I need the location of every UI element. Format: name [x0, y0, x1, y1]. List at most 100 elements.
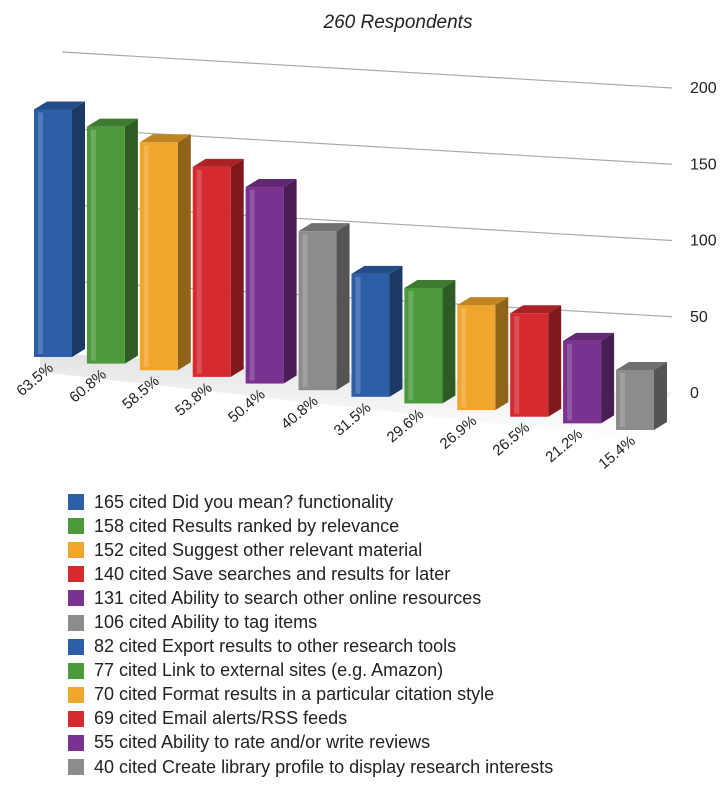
bar-front — [245, 187, 284, 384]
y-tick-label-0: 0 — [690, 385, 699, 402]
bar-side — [336, 223, 350, 391]
bar-top — [139, 134, 191, 143]
legend-swatch — [68, 614, 84, 631]
legend-swatch — [68, 662, 84, 679]
bar-side — [283, 179, 297, 384]
bar-front — [404, 287, 443, 404]
bar-front — [510, 313, 549, 417]
bar-side — [230, 158, 244, 377]
bar-side — [548, 305, 562, 417]
y-tick-label-200: 200 — [690, 80, 717, 97]
legend: 165 cited Did you mean? functionality 158… — [68, 490, 553, 779]
legend-label: 77 cited Link to external sites (e.g. Am… — [94, 660, 444, 681]
legend-item: 82 cited Export results to other researc… — [68, 635, 553, 659]
y-tick-label-100: 100 — [690, 233, 717, 250]
legend-item: 69 cited Email alerts/RSS feeds — [68, 707, 553, 731]
bar-side — [124, 118, 138, 364]
legend-item: 40 cited Create library profile to displ… — [68, 755, 553, 779]
gridline-200 — [61, 51, 673, 89]
bar-front — [457, 305, 496, 411]
bar-top — [457, 297, 509, 306]
percent-label-11: 21.2% — [542, 426, 586, 466]
legend-item: 152 cited Suggest other relevant materia… — [68, 538, 553, 562]
bar-8 — [404, 279, 456, 404]
gridline-150 — [61, 127, 673, 165]
y-tick-label-50: 50 — [690, 309, 708, 326]
legend-label: 69 cited Email alerts/RSS feeds — [94, 708, 348, 729]
bar-side — [495, 297, 509, 411]
legend-label: 152 cited Suggest other relevant materia… — [94, 539, 423, 560]
bar-top — [404, 279, 456, 288]
bar-side — [72, 101, 85, 357]
legend-label: 158 cited Results ranked by relevance — [94, 515, 400, 536]
bar-12 — [616, 362, 667, 430]
bar-9 — [457, 297, 509, 411]
y-tick-label-150: 150 — [690, 156, 717, 173]
bar-side — [389, 265, 403, 397]
bar-highlight — [90, 129, 96, 361]
legend-label: 140 cited Save searches and results for … — [94, 563, 451, 584]
bar-2 — [86, 118, 138, 364]
bar-side — [601, 332, 615, 424]
percent-label-1: 63.5% — [13, 359, 57, 399]
bar-5 — [245, 179, 297, 384]
bar-top — [245, 179, 297, 188]
legend-item: 55 cited Ability to rate and/or write re… — [68, 731, 553, 755]
bar-highlight — [302, 234, 308, 388]
bar-front — [34, 109, 72, 357]
y-axis-ticks: 0 50 100 150 200 — [690, 80, 717, 402]
bar-top — [616, 362, 667, 370]
percent-label-12: 15.4% — [595, 432, 639, 472]
legend-swatch — [68, 518, 84, 535]
legend-swatch — [68, 638, 84, 655]
bar-11 — [563, 332, 615, 424]
bar-side — [654, 362, 667, 430]
bar-highlight — [514, 316, 520, 414]
legend-label: 131 cited Ability to search other online… — [94, 587, 482, 608]
bar-front — [616, 370, 654, 430]
bar-front — [86, 126, 125, 364]
bar-highlight — [461, 308, 467, 408]
bar-top — [192, 158, 244, 167]
legend-swatch — [68, 710, 84, 727]
bar-top — [563, 332, 615, 341]
legend-item: 165 cited Did you mean? functionality — [68, 490, 553, 514]
bar-highlight — [355, 276, 361, 394]
bar-top — [510, 305, 562, 314]
legend-swatch — [68, 566, 84, 583]
bar-highlight — [620, 373, 625, 427]
legend-label: 82 cited Export results to other researc… — [94, 636, 457, 657]
legend-item: 140 cited Save searches and results for … — [68, 562, 553, 586]
legend-label: 70 cited Format results in a particular … — [94, 684, 495, 705]
bar-highlight — [38, 112, 43, 354]
bar-top — [351, 265, 403, 274]
legend-label: 165 cited Did you mean? functionality — [94, 491, 394, 512]
bar-4 — [192, 158, 244, 377]
bar-front — [351, 273, 390, 397]
bar-side — [177, 134, 191, 371]
legend-swatch — [68, 590, 84, 607]
bar-6 — [298, 223, 350, 391]
bar-front — [192, 166, 231, 377]
bar-highlight — [196, 169, 202, 374]
legend-item: 106 cited Ability to tag items — [68, 610, 553, 634]
legend-swatch — [68, 542, 84, 559]
bar-highlight — [143, 145, 149, 368]
bar-7 — [351, 265, 403, 397]
bar-1 — [34, 101, 85, 357]
legend-label: 55 cited Ability to rate and/or write re… — [94, 732, 431, 753]
legend-item: 70 cited Format results in a particular … — [68, 683, 553, 707]
bar-top — [298, 223, 350, 232]
legend-swatch — [68, 686, 84, 703]
legend-item: 77 cited Link to external sites (e.g. Am… — [68, 659, 553, 683]
bar-10 — [510, 305, 562, 417]
bars — [34, 101, 667, 430]
bar-highlight — [408, 290, 414, 401]
bar-front — [563, 340, 602, 424]
legend-item: 158 cited Results ranked by relevance — [68, 514, 553, 538]
bar-3 — [139, 134, 191, 371]
bar-top — [86, 118, 138, 127]
bar-side — [442, 279, 456, 404]
bar-front — [298, 231, 337, 391]
